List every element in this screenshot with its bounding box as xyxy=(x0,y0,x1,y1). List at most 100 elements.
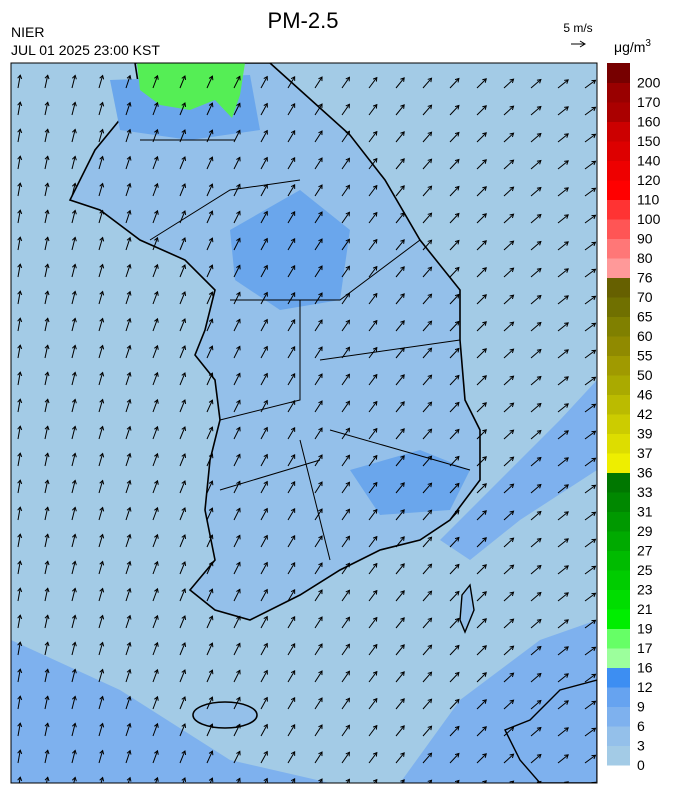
wind-arrowhead xyxy=(154,101,159,107)
wind-arrow xyxy=(44,102,49,116)
wind-arrowhead xyxy=(181,426,187,432)
wind-arrow xyxy=(341,698,350,710)
wind-arrow xyxy=(368,671,378,683)
wind-arrow xyxy=(287,562,296,575)
wind-arrow xyxy=(44,453,49,467)
wind-arrow xyxy=(71,750,76,764)
wind-arrow xyxy=(368,482,378,494)
wind-arrow xyxy=(287,697,296,710)
wind-arrowhead xyxy=(318,346,323,352)
wind-arrow xyxy=(395,239,405,251)
wind-arrow xyxy=(98,102,104,116)
wind-arrow xyxy=(449,726,460,737)
wind-arrow xyxy=(476,618,487,629)
wind-arrow xyxy=(368,725,378,737)
wind-arrow xyxy=(125,264,131,278)
wind-arrow xyxy=(422,698,432,710)
wind-arrow xyxy=(395,509,405,521)
wind-arrowhead xyxy=(126,506,132,512)
wind-arrow xyxy=(179,75,186,89)
wind-arrowhead xyxy=(290,426,296,432)
wind-arrowhead xyxy=(372,454,378,460)
wind-arrow xyxy=(100,777,104,783)
wind-arrowhead xyxy=(181,183,187,189)
wind-arrow xyxy=(260,643,268,656)
wind-arrow xyxy=(206,210,213,224)
wind-arrow xyxy=(530,79,542,89)
wind-arrowhead xyxy=(208,237,214,243)
wind-arrowhead xyxy=(44,506,50,512)
wind-arrowhead xyxy=(427,428,433,434)
colorbar-tick-label: 110 xyxy=(637,192,660,208)
wind-arrowhead xyxy=(318,616,323,622)
wind-arrowhead xyxy=(44,344,50,350)
wind-arrow xyxy=(530,673,542,683)
wind-arrow xyxy=(71,156,76,170)
wind-arrow xyxy=(125,696,131,710)
wind-arrowhead xyxy=(236,75,241,81)
wind-arrowhead xyxy=(454,158,460,164)
wind-arrow xyxy=(17,237,21,251)
wind-arrow xyxy=(179,453,186,467)
wind-arrowhead xyxy=(318,508,323,514)
wind-arrowhead xyxy=(208,777,214,783)
wind-arrow xyxy=(260,292,268,305)
wind-arrow xyxy=(206,453,213,467)
wind-arrow xyxy=(287,454,296,467)
wind-arrow xyxy=(206,507,213,521)
wind-arrow xyxy=(314,508,323,521)
wind-arrow xyxy=(449,213,460,224)
wind-arrow xyxy=(449,699,460,710)
wind-arrowhead xyxy=(236,129,241,135)
wind-arrowhead xyxy=(181,291,187,297)
wind-arrow xyxy=(557,376,569,386)
wind-arrowhead xyxy=(345,778,350,783)
wind-arrow xyxy=(503,726,514,737)
wind-arrow xyxy=(557,700,569,710)
wind-arrowhead xyxy=(372,292,378,298)
wind-arrowhead xyxy=(236,669,241,675)
wind-arrowhead xyxy=(17,182,23,188)
wind-arrowhead xyxy=(591,79,597,85)
wind-arrowhead xyxy=(345,508,350,514)
wind-arrowhead xyxy=(564,187,569,192)
wind-arrowhead xyxy=(44,155,50,161)
wind-arrowhead xyxy=(509,105,515,111)
wind-arrowhead xyxy=(591,430,597,436)
wind-arrowhead xyxy=(17,74,23,80)
wind-arrowhead xyxy=(208,183,214,189)
wind-arrow xyxy=(287,535,296,548)
wind-arrowhead xyxy=(482,213,487,218)
wind-arrowhead xyxy=(482,375,487,380)
wind-arrow xyxy=(557,511,569,521)
wind-arrowhead xyxy=(181,129,187,135)
wind-arrowhead xyxy=(290,318,296,324)
colorbar-tick-label: 36 xyxy=(637,465,653,481)
wind-arrow xyxy=(260,724,268,737)
wind-arrowhead xyxy=(564,511,569,516)
wind-arrow xyxy=(395,482,405,494)
wind-arrow xyxy=(449,753,460,764)
wind-arrowhead xyxy=(345,616,350,622)
wind-arrowhead xyxy=(263,642,268,648)
wind-arrowhead xyxy=(99,452,105,458)
wind-arrowhead xyxy=(263,507,268,513)
wind-arrowhead xyxy=(564,619,569,624)
wind-arrowhead xyxy=(591,511,597,517)
wind-arrow xyxy=(476,699,487,710)
wind-arrowhead xyxy=(99,506,105,512)
wind-arrowhead xyxy=(482,645,487,650)
wind-arrowhead xyxy=(400,536,405,541)
wind-arrow xyxy=(233,130,241,143)
wind-arrowhead xyxy=(71,155,77,161)
wind-arrowhead xyxy=(154,236,159,242)
wind-arrow xyxy=(98,129,104,143)
wind-arrow xyxy=(530,403,542,413)
wind-arrow xyxy=(503,591,514,602)
wind-arrowhead xyxy=(372,103,378,109)
wind-arrowhead xyxy=(99,344,105,350)
wind-arrow xyxy=(287,373,296,386)
wind-arrowhead xyxy=(454,752,460,758)
wind-arrowhead xyxy=(236,723,241,729)
wind-arrowhead xyxy=(345,562,350,568)
